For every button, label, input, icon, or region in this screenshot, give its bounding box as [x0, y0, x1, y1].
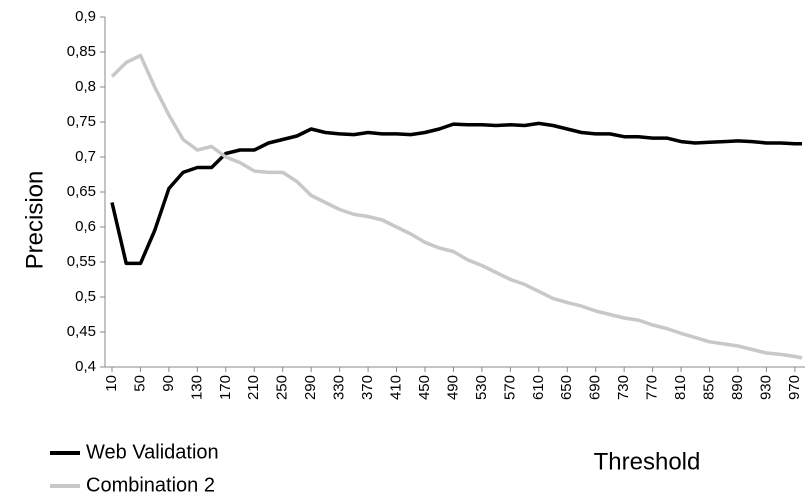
x-tick-label: 690 [587, 375, 604, 400]
x-tick-label: 50 [131, 375, 148, 392]
y-tick-label: 0,7 [75, 148, 96, 165]
x-tick-label: 810 [672, 375, 689, 400]
x-tick-label: 570 [501, 375, 518, 400]
x-tick-label: 130 [188, 375, 205, 400]
x-tick-label: 250 [274, 375, 291, 400]
y-tick-label: 0,45 [67, 323, 96, 340]
x-tick-label: 530 [473, 375, 490, 400]
y-tick-label: 0,75 [67, 113, 96, 130]
x-tick-label: 650 [558, 375, 575, 400]
legend-label: Combination 2 [86, 474, 215, 496]
x-tick-label: 410 [388, 375, 405, 400]
x-tick-label: 850 [700, 375, 717, 400]
y-tick-label: 0,6 [75, 218, 96, 235]
x-tick-label: 370 [359, 375, 376, 400]
x-axis-label: Threshold [594, 448, 701, 475]
y-tick-label: 0,9 [75, 8, 96, 25]
x-tick-label: 610 [530, 375, 547, 400]
y-tick-label: 0,85 [67, 43, 96, 60]
series-line [110, 53, 803, 360]
x-tick-label: 730 [615, 375, 632, 400]
x-tick-label: 10 [103, 375, 120, 392]
x-tick-label: 930 [757, 375, 774, 400]
x-tick-label: 490 [444, 375, 461, 400]
x-tick-label: 890 [729, 375, 746, 400]
y-axis-label: Precision [21, 171, 48, 270]
y-tick-label: 0,5 [75, 288, 96, 305]
series-line [110, 121, 802, 266]
y-tick-label: 0,65 [67, 183, 96, 200]
y-tick-label: 0,55 [67, 253, 96, 270]
x-tick-label: 330 [331, 375, 348, 400]
x-tick-label: 290 [302, 375, 319, 400]
x-tick-label: 450 [416, 375, 433, 400]
x-tick-label: 770 [644, 375, 661, 400]
legend-label: Web Validation [86, 441, 219, 463]
x-tick-label: 210 [245, 375, 262, 400]
x-tick-label: 90 [160, 375, 177, 392]
x-tick-label: 170 [217, 375, 234, 400]
x-tick-label: 970 [786, 375, 803, 400]
y-tick-label: 0,4 [75, 358, 96, 375]
y-tick-label: 0,8 [75, 78, 96, 95]
